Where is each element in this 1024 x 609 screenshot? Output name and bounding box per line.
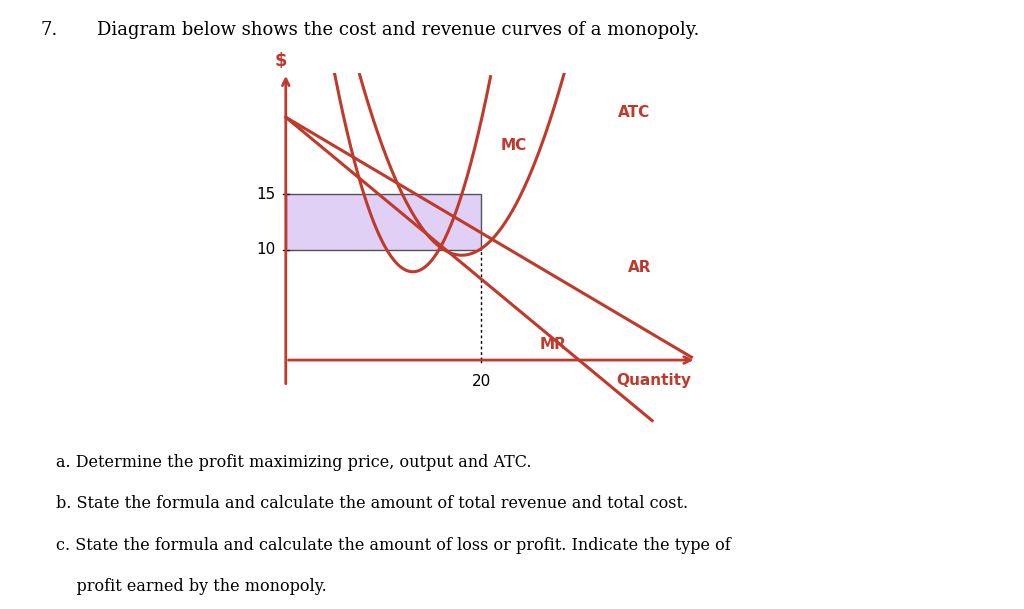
Text: Quantity: Quantity: [616, 373, 691, 389]
Text: a. Determine the profit maximizing price, output and ATC.: a. Determine the profit maximizing price…: [56, 454, 531, 471]
Text: MR: MR: [540, 337, 567, 352]
Text: 20: 20: [472, 375, 490, 389]
Text: MC: MC: [501, 138, 527, 153]
Text: profit earned by the monopoly.: profit earned by the monopoly.: [56, 578, 327, 595]
Text: c. State the formula and calculate the amount of loss or profit. Indicate the ty: c. State the formula and calculate the a…: [56, 537, 731, 554]
Text: 10: 10: [257, 242, 276, 257]
Bar: [286, 194, 481, 250]
Text: AR: AR: [628, 260, 651, 275]
Text: 15: 15: [257, 187, 276, 202]
Text: ATC: ATC: [618, 105, 650, 120]
Text: Diagram below shows the cost and revenue curves of a monopoly.: Diagram below shows the cost and revenue…: [97, 21, 699, 40]
Text: b. State the formula and calculate the amount of total revenue and total cost.: b. State the formula and calculate the a…: [56, 495, 688, 512]
Text: $: $: [274, 52, 287, 70]
Text: 7.: 7.: [41, 21, 58, 40]
